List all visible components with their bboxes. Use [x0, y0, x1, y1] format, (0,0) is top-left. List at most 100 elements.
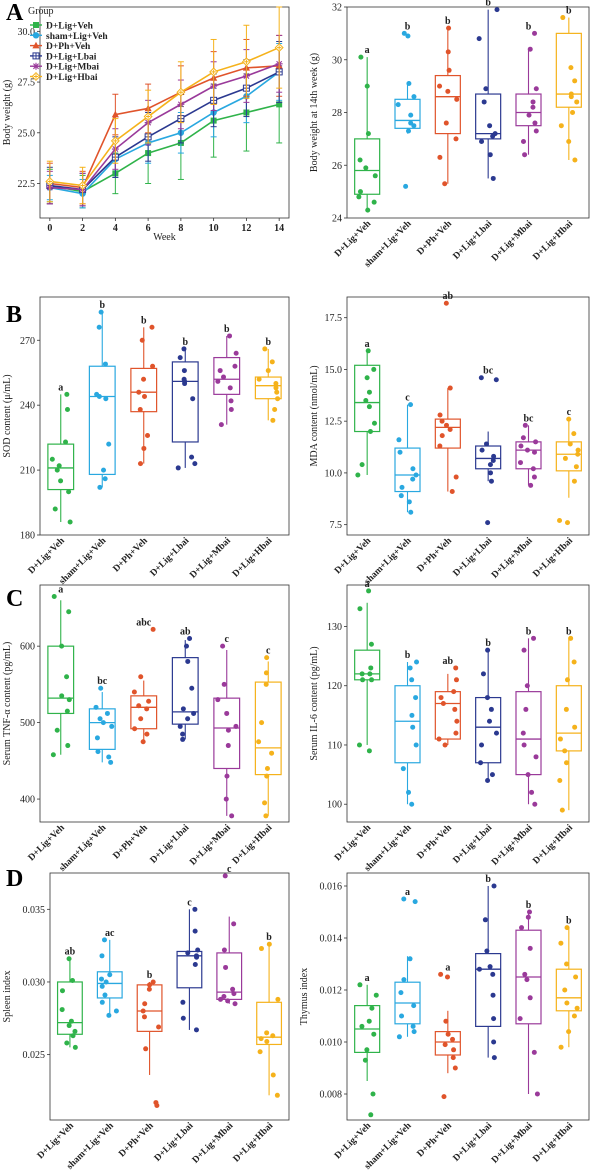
data-point [453, 136, 459, 142]
y-axis-label: SOD content (μ/mL) [2, 374, 13, 457]
data-point [223, 964, 229, 970]
data-point [244, 59, 249, 64]
x-tick-label: D+Lig+Hbai [232, 1121, 276, 1165]
data-point [439, 433, 445, 439]
data-point [357, 189, 363, 195]
data-point [373, 992, 379, 998]
data-point [266, 941, 272, 947]
data-point [527, 945, 533, 951]
series-D+Lig+Hbai [45, 6, 284, 205]
data-point [231, 921, 237, 927]
data-point [256, 376, 262, 382]
box-D+Lig+Lbai [171, 346, 199, 471]
data-point [224, 773, 230, 779]
data-point [66, 697, 72, 703]
x-tick-label: D+Ph+Veh [117, 1121, 156, 1160]
significance-letter: b [147, 970, 153, 981]
data-point [442, 742, 448, 748]
data-point [401, 896, 407, 902]
data-point [185, 716, 191, 722]
data-point [264, 655, 270, 661]
data-point [108, 759, 114, 765]
x-tick-label: D+Lig+Lbai [452, 219, 495, 262]
y-tick-label: 100 [327, 800, 342, 811]
data-point [180, 706, 186, 712]
data-point [185, 658, 191, 664]
box-D+Lig+Mbai [213, 333, 241, 428]
data-point [232, 363, 238, 369]
data-point [211, 69, 216, 75]
significance-letter: c [405, 393, 410, 404]
data-point [563, 760, 569, 766]
box-sham+Lig+Veh [394, 402, 421, 515]
data-point [145, 114, 151, 119]
data-point [275, 996, 281, 1002]
x-tick-label: D+Lig+Mbai [490, 823, 535, 868]
data-point [218, 422, 224, 428]
data-point [488, 478, 494, 484]
data-point [72, 1044, 78, 1050]
box-D+Ph+Veh [136, 979, 163, 1108]
data-point [215, 697, 221, 703]
data-point [525, 914, 531, 920]
data-point [138, 674, 144, 680]
legend-label: D+Ph+Veh [46, 42, 91, 52]
data-point [64, 1040, 70, 1046]
significance-letter: b [141, 315, 147, 326]
data-point [185, 950, 191, 956]
data-point [487, 123, 493, 129]
data-point [223, 796, 229, 802]
x-tick-label: D+Lig+Veh [333, 219, 374, 260]
significance-letter: b [265, 337, 271, 348]
data-point [525, 772, 531, 778]
data-point [368, 1112, 374, 1118]
data-point [487, 152, 493, 158]
data-point [454, 96, 460, 102]
data-point [32, 62, 40, 70]
data-point [52, 506, 58, 512]
data-point [109, 723, 115, 729]
data-point [70, 978, 76, 984]
x-tick-label: D+Lig+Lbai [153, 1121, 196, 1164]
box-D+Lig+Hbai [555, 15, 582, 163]
box-body [394, 447, 421, 493]
data-point [564, 925, 570, 931]
data-point [140, 1008, 146, 1014]
data-point [573, 974, 579, 980]
data-point [221, 374, 227, 380]
data-point [558, 1044, 564, 1050]
data-point [526, 112, 532, 118]
data-point [363, 165, 369, 171]
data-point [491, 453, 497, 459]
y-axis-label: Serum IL-6 content (pg/mL) [309, 646, 320, 760]
data-point [180, 1015, 186, 1021]
significance-letter: abc [136, 617, 152, 628]
significance-letter: c [567, 407, 572, 418]
y-tick-label: 27.5 [18, 78, 36, 89]
data-point [97, 484, 103, 490]
data-point [178, 90, 184, 95]
data-point [454, 718, 460, 724]
data-point [442, 181, 448, 187]
data-point [445, 49, 451, 55]
data-point [447, 385, 453, 391]
box-D+Lig+Lbai [475, 7, 502, 181]
significance-letter: b [485, 638, 491, 649]
x-tick-label: D+Lig+Hbai [531, 536, 575, 580]
data-point [484, 948, 490, 954]
data-point [519, 925, 525, 931]
data-point [522, 152, 528, 158]
data-point [274, 1092, 280, 1098]
data-point [147, 982, 153, 988]
x-tick-label: D+Lig+Mbai [191, 1121, 236, 1166]
box-D+Lig+Mbai [515, 635, 542, 807]
data-point [221, 994, 227, 999]
data-point [572, 724, 578, 730]
data-point [177, 355, 183, 361]
data-point [145, 432, 151, 438]
data-point [264, 1030, 270, 1036]
data-point [568, 65, 574, 71]
data-point [398, 990, 404, 996]
x-tick-label: D+Lig+Hbai [231, 823, 275, 867]
data-point [484, 695, 490, 701]
